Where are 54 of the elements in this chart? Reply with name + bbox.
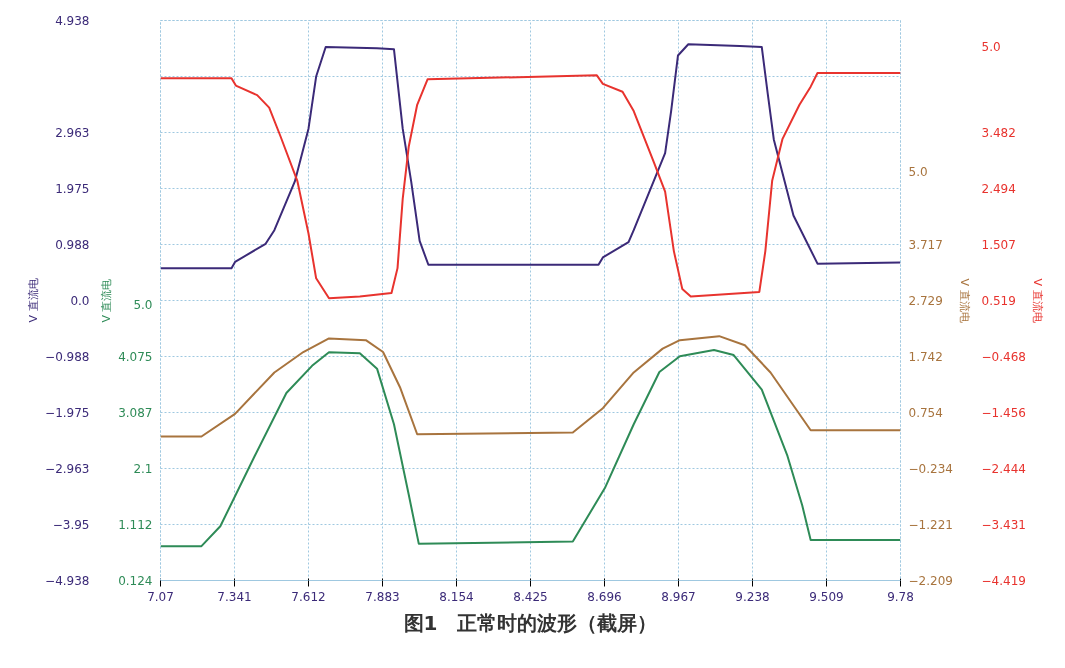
y-axis-title: V 直流电 xyxy=(957,278,971,323)
y2-tick-label: 3.482 xyxy=(981,125,1016,140)
x-tick-label: 9.509 xyxy=(809,589,844,604)
y-tick-label: 2.963 xyxy=(55,125,90,140)
x-tick-label: 9.78 xyxy=(887,589,914,604)
y2-tick-label: 5.0 xyxy=(133,297,153,312)
line-series xyxy=(160,348,901,548)
y-axis-title: V 直流电 xyxy=(27,278,41,323)
y-tick-label: 1.975 xyxy=(55,182,90,197)
y-tick-label: −4.938 xyxy=(45,574,90,588)
text: 图1 正常时的波形（截屏） xyxy=(403,610,658,635)
y2-tick-label: 0.124 xyxy=(118,574,153,588)
y2-tick-label: 4.075 xyxy=(118,349,153,364)
x-tick-label: 7.07 xyxy=(147,589,174,604)
x-tick-label: 9.238 xyxy=(735,589,770,604)
x-tick-label: 8.425 xyxy=(513,589,548,604)
y-tick-label: −2.963 xyxy=(45,462,90,477)
x-tick-label: 8.967 xyxy=(661,589,696,604)
y-tick-label: 1.742 xyxy=(908,349,943,364)
x-tick-label: 8.154 xyxy=(439,589,474,604)
y-tick-label: 0.0 xyxy=(70,294,90,308)
y2-axis-title: V 直流电 xyxy=(100,278,114,323)
y2-tick-label: 1.112 xyxy=(118,517,153,532)
y2-tick-label: −1.456 xyxy=(981,405,1026,420)
y-tick-label: −2.209 xyxy=(908,574,953,588)
y-tick-label: −0.988 xyxy=(45,350,90,365)
y-tick-label: −1.221 xyxy=(908,517,953,532)
y-tick-label: 2.729 xyxy=(908,294,943,308)
y2-tick-label: −3.431 xyxy=(981,517,1026,532)
y-tick-label: 0.754 xyxy=(908,405,943,420)
y2-tick-label: 1.507 xyxy=(981,237,1016,252)
line-series xyxy=(160,335,901,438)
x-tick-label: 8.696 xyxy=(587,589,622,604)
y2-axis-title: V 直流电 xyxy=(1030,278,1044,323)
y-tick-label: −1.975 xyxy=(45,405,90,420)
line-series xyxy=(160,43,901,270)
x-tick-label: 7.341 xyxy=(217,589,252,604)
y2-tick-label: 2.1 xyxy=(133,461,153,476)
y2-tick-label: −2.444 xyxy=(981,462,1026,477)
y-tick-label: 4.938 xyxy=(55,14,90,28)
line-series xyxy=(160,72,901,300)
y-tick-label: 3.717 xyxy=(908,237,943,252)
y-tick-label: −3.95 xyxy=(52,517,90,532)
y2-tick-label: 2.494 xyxy=(981,182,1016,197)
y2-tick-label: 0.519 xyxy=(981,294,1016,308)
y2-tick-label: −4.419 xyxy=(981,574,1026,588)
x-tick-label: 7.883 xyxy=(365,589,400,604)
y-tick-label: 0.988 xyxy=(55,237,90,252)
y2-tick-label: 5.0 xyxy=(981,39,1001,54)
x-tick-label: 7.612 xyxy=(291,589,326,604)
y2-tick-label: −0.468 xyxy=(981,349,1026,364)
y-tick-label: −0.234 xyxy=(908,462,953,477)
y2-tick-label: 3.087 xyxy=(118,405,153,420)
y-tick-label: 5.0 xyxy=(908,165,928,180)
